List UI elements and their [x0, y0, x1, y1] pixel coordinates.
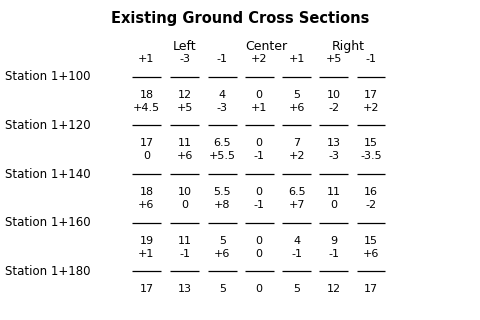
Text: +8: +8 — [214, 200, 230, 210]
Text: +2: +2 — [251, 54, 267, 64]
Text: -3: -3 — [217, 103, 228, 113]
Text: -1: -1 — [180, 249, 190, 259]
Text: 19: 19 — [139, 236, 154, 245]
Text: 0: 0 — [256, 236, 263, 245]
Text: 0: 0 — [256, 90, 263, 100]
Text: -3.5: -3.5 — [360, 151, 382, 161]
Text: 13: 13 — [326, 138, 341, 148]
Text: 0: 0 — [256, 284, 263, 294]
Text: 7: 7 — [293, 138, 300, 148]
Text: -2: -2 — [365, 200, 377, 210]
Text: -2: -2 — [328, 103, 339, 113]
Text: -1: -1 — [254, 151, 264, 161]
Text: 0: 0 — [181, 200, 188, 210]
Text: +5: +5 — [177, 103, 193, 113]
Text: Station 1+180: Station 1+180 — [5, 265, 90, 278]
Text: 11: 11 — [178, 138, 192, 148]
Text: +5: +5 — [325, 54, 342, 64]
Text: 18: 18 — [139, 187, 154, 197]
Text: 0: 0 — [256, 187, 263, 197]
Text: 12: 12 — [326, 284, 341, 294]
Text: -1: -1 — [366, 54, 376, 64]
Text: Right: Right — [332, 40, 364, 53]
Text: +4.5: +4.5 — [133, 103, 160, 113]
Text: +6: +6 — [177, 151, 193, 161]
Text: -1: -1 — [254, 200, 264, 210]
Text: +6: +6 — [214, 249, 230, 259]
Text: +2: +2 — [363, 103, 379, 113]
Text: Center: Center — [245, 40, 288, 53]
Text: Station 1+100: Station 1+100 — [5, 70, 90, 83]
Text: Station 1+160: Station 1+160 — [5, 216, 90, 229]
Text: -1: -1 — [291, 249, 302, 259]
Text: Left: Left — [173, 40, 197, 53]
Text: 10: 10 — [178, 187, 192, 197]
Text: 5.5: 5.5 — [214, 187, 231, 197]
Text: 0: 0 — [256, 249, 263, 259]
Text: 11: 11 — [326, 187, 341, 197]
Text: +6: +6 — [138, 200, 155, 210]
Text: 15: 15 — [364, 236, 378, 245]
Text: 4: 4 — [219, 90, 226, 100]
Text: 12: 12 — [178, 90, 192, 100]
Text: 5: 5 — [293, 90, 300, 100]
Text: 9: 9 — [330, 236, 337, 245]
Text: +1: +1 — [251, 103, 267, 113]
Text: Existing Ground Cross Sections: Existing Ground Cross Sections — [111, 11, 369, 26]
Text: 10: 10 — [326, 90, 341, 100]
Text: Station 1+120: Station 1+120 — [5, 119, 90, 132]
Text: 5: 5 — [293, 284, 300, 294]
Text: 18: 18 — [139, 90, 154, 100]
Text: 6.5: 6.5 — [288, 187, 305, 197]
Text: 6.5: 6.5 — [214, 138, 231, 148]
Text: 16: 16 — [364, 187, 378, 197]
Text: 5: 5 — [219, 284, 226, 294]
Text: -1: -1 — [328, 249, 339, 259]
Text: -3: -3 — [328, 151, 339, 161]
Text: -3: -3 — [180, 54, 190, 64]
Text: 17: 17 — [364, 284, 378, 294]
Text: 17: 17 — [139, 138, 154, 148]
Text: +7: +7 — [288, 200, 305, 210]
Text: 0: 0 — [143, 151, 150, 161]
Text: +1: +1 — [138, 54, 155, 64]
Text: 11: 11 — [178, 236, 192, 245]
Text: 0: 0 — [256, 138, 263, 148]
Text: 17: 17 — [139, 284, 154, 294]
Text: 5: 5 — [219, 236, 226, 245]
Text: +5.5: +5.5 — [209, 151, 236, 161]
Text: 15: 15 — [364, 138, 378, 148]
Text: 13: 13 — [178, 284, 192, 294]
Text: 17: 17 — [364, 90, 378, 100]
Text: +1: +1 — [138, 249, 155, 259]
Text: +6: +6 — [288, 103, 305, 113]
Text: +6: +6 — [363, 249, 379, 259]
Text: -1: -1 — [217, 54, 228, 64]
Text: 4: 4 — [293, 236, 300, 245]
Text: 0: 0 — [330, 200, 337, 210]
Text: Station 1+140: Station 1+140 — [5, 168, 90, 180]
Text: +2: +2 — [288, 151, 305, 161]
Text: +1: +1 — [288, 54, 305, 64]
